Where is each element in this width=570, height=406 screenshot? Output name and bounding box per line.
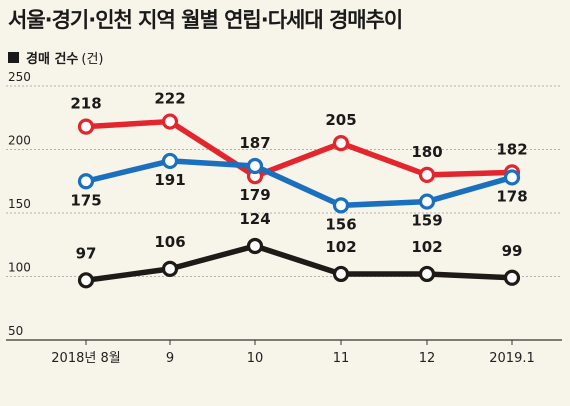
data-point (332, 135, 350, 152)
data-label: 187 (239, 134, 270, 152)
x-tick-label: 11 (333, 351, 350, 366)
data-point (332, 265, 350, 283)
x-tick-label: 10 (247, 351, 264, 366)
data-point (77, 118, 95, 135)
y-tick-label: 100 (8, 261, 31, 275)
data-point (418, 166, 436, 183)
x-tick-label: 2019.1 (489, 351, 535, 366)
data-point (418, 265, 436, 283)
x-tick-label: 2018년 8월 (51, 351, 120, 366)
data-label: 175 (70, 191, 101, 209)
y-tick-label: 200 (8, 134, 31, 148)
data-point (161, 260, 179, 277)
x-tick-label: 9 (166, 351, 174, 366)
data-label: 97 (76, 244, 97, 262)
series-line (83, 118, 515, 179)
data-point (161, 113, 179, 130)
data-label: 205 (325, 111, 356, 129)
y-tick-label: 50 (8, 324, 23, 338)
data-label: 124 (239, 210, 270, 228)
data-label: 191 (154, 171, 185, 189)
unit-label-text: 경매 건수 (26, 52, 79, 67)
y-tick-label: 250 (8, 70, 31, 84)
data-label: 178 (496, 187, 527, 205)
data-point (246, 157, 264, 175)
data-label: 182 (496, 140, 527, 158)
unit-label-suffix: (건) (81, 52, 104, 67)
data-point (77, 272, 95, 289)
data-label: 102 (325, 238, 356, 256)
data-label: 156 (325, 215, 356, 233)
data-label: 180 (411, 143, 442, 161)
data-point (161, 152, 179, 170)
series-line (83, 158, 515, 209)
series-line (83, 243, 515, 284)
data-label: 106 (154, 233, 185, 251)
data-point (246, 237, 264, 255)
unit-label: 경매 건수 (건) (8, 48, 103, 67)
data-point (503, 269, 521, 286)
data-label: 99 (502, 242, 523, 260)
data-point (503, 169, 521, 186)
data-point (332, 197, 350, 214)
data-label: 179 (239, 186, 270, 204)
data-label: 222 (154, 90, 185, 108)
x-tick-label: 12 (419, 351, 436, 366)
data-label: 218 (70, 95, 101, 113)
data-point (418, 193, 436, 210)
data-point (77, 173, 95, 190)
data-label: 159 (411, 212, 442, 230)
legend-square-icon (8, 52, 19, 63)
data-label: 102 (411, 238, 442, 256)
chart-title: 서울·경기·인천 지역 월별 연립·다세대 경매추이 (8, 8, 403, 32)
y-tick-label: 150 (8, 197, 31, 211)
